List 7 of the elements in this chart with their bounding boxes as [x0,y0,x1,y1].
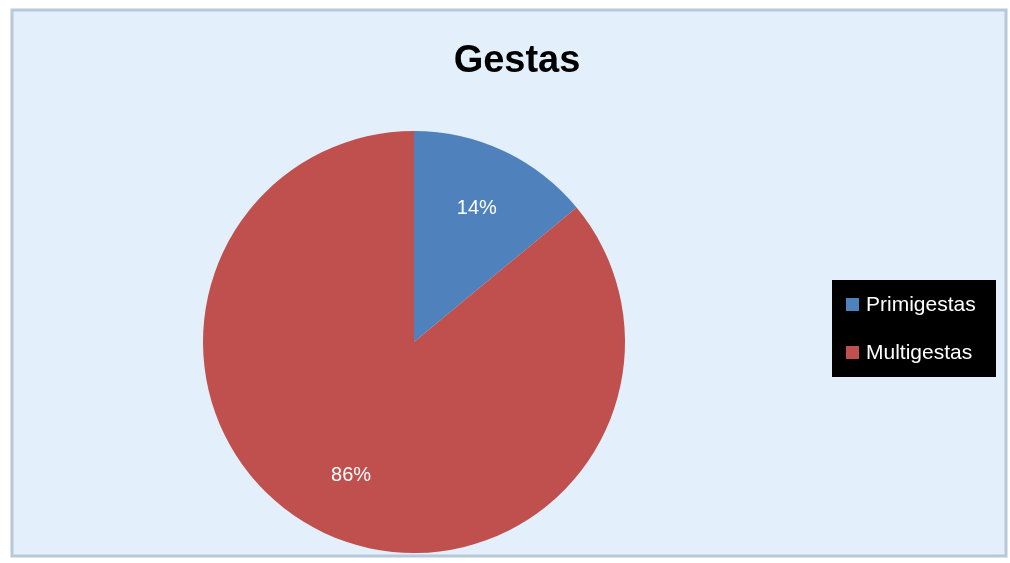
data-label: 14% [456,195,498,218]
pie-slice [414,131,577,342]
legend-label: Multigestas [866,339,973,363]
pie-slice [203,131,625,553]
legend-label: Primigestas [866,291,976,315]
data-label: 86% [331,462,372,485]
chart-title: Gestas [453,38,581,80]
